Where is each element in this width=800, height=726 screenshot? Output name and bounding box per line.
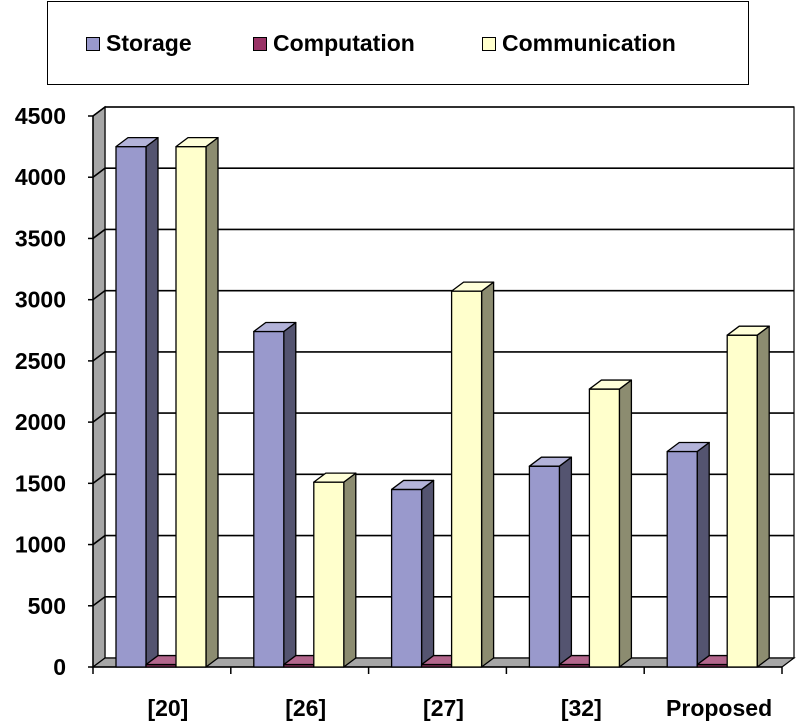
bar-storage-32 <box>528 456 573 668</box>
bar-communication-20 <box>175 136 219 668</box>
bar-storage-proposed <box>666 441 710 668</box>
bar-storage-20 <box>115 136 159 668</box>
legend-label-communication: Communication <box>502 30 676 56</box>
bar-storage-26 <box>253 321 297 668</box>
y-tick-label: 500 <box>28 593 66 619</box>
bar-communication-26 <box>313 472 357 668</box>
y-tick-label: 4000 <box>15 164 66 190</box>
gridline <box>92 167 794 178</box>
legend-item-computation: Computation <box>253 30 415 57</box>
y-tick-label: 1500 <box>15 470 66 496</box>
bar-communication-32 <box>588 379 633 668</box>
y-tick-label: 2000 <box>15 409 66 435</box>
gridline <box>92 106 794 117</box>
x-tick-label: Proposed <box>666 695 772 721</box>
gridline <box>92 289 794 301</box>
y-tick-label: 3500 <box>15 225 66 251</box>
bar-communication-proposed <box>726 325 770 668</box>
x-tick-label: [27] <box>423 695 464 721</box>
plot-side-wall <box>92 105 106 669</box>
gridline <box>92 351 794 362</box>
gridline <box>92 412 794 423</box>
legend-label-computation: Computation <box>273 30 415 56</box>
y-tick-label: 4500 <box>15 103 66 129</box>
legend-item-storage: Storage <box>86 30 192 57</box>
x-tick-label: [32] <box>561 695 602 721</box>
bar-communication-27 <box>450 281 495 668</box>
y-tick-label: 1000 <box>15 532 66 558</box>
legend: Storage Computation Communication <box>47 1 749 85</box>
legend-swatch-communication <box>482 36 496 51</box>
legend-label-storage: Storage <box>106 30 192 56</box>
x-tick-label: [20] <box>147 695 188 721</box>
y-tick-label: 2500 <box>15 348 66 374</box>
legend-swatch-computation <box>253 36 267 51</box>
x-tick-label: [26] <box>285 695 326 721</box>
y-tick-label: 3000 <box>15 287 66 313</box>
gridline <box>92 228 794 240</box>
legend-item-communication: Communication <box>482 30 676 57</box>
bar-storage-27 <box>390 479 435 668</box>
legend-swatch-storage <box>86 36 100 51</box>
y-tick-label: 0 <box>53 654 66 680</box>
